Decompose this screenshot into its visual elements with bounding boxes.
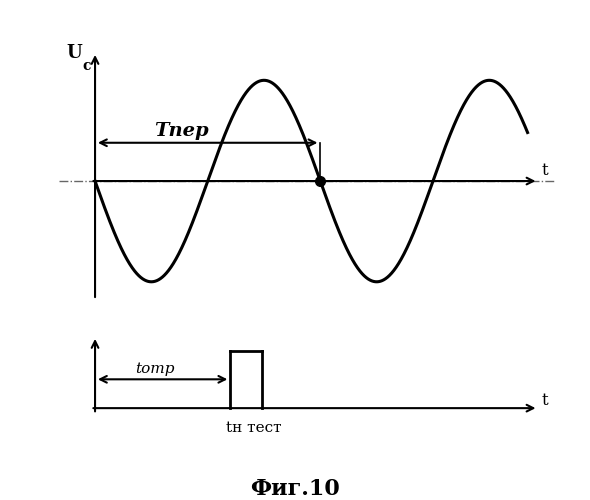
Text: t: t xyxy=(542,392,549,409)
Text: Tпер: Tпер xyxy=(153,122,208,140)
Text: tн тест: tн тест xyxy=(226,422,281,436)
Text: tотр: tотр xyxy=(136,362,175,376)
Text: t: t xyxy=(542,162,549,179)
Text: U: U xyxy=(66,44,82,62)
Text: Фиг.10: Фиг.10 xyxy=(250,478,340,500)
Text: c: c xyxy=(83,59,91,73)
